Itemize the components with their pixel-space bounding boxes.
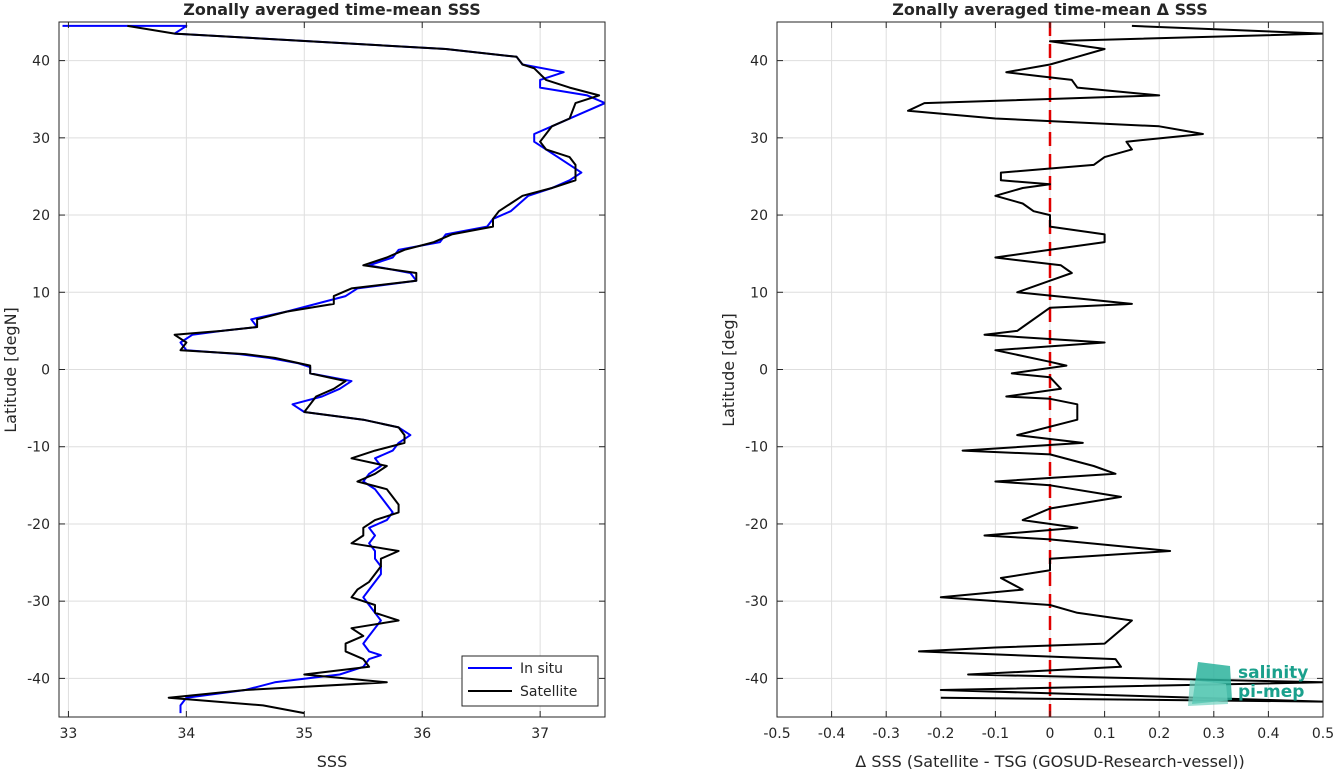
- right-panel: -0.5 -0.4 -0.3 -0.2 -0.1 0 0.1 0.2 0.3 0.4 0.5 -40 -…: [719, 0, 1334, 769]
- left-x-tick-label: 35: [295, 726, 313, 742]
- logo-line1: salinity: [1238, 663, 1308, 683]
- right-y-tick-label: -20: [745, 517, 768, 533]
- right-x-tick-label: 0.4: [1257, 726, 1279, 742]
- logo-line2: pi-mep: [1238, 682, 1304, 702]
- left-x-tick-label: 34: [177, 726, 195, 742]
- right-x-axis-label: Δ SSS (Satellite - TSG (GOSUD-Research-v…: [855, 752, 1244, 769]
- right-y-tick-label: 10: [750, 285, 768, 301]
- legend: In situ Satellite: [461, 655, 599, 707]
- right-series-line-delta-sss: [907, 24, 1323, 703]
- right-x-tick-label: 0.5: [1312, 726, 1334, 742]
- left-plot-area: [62, 24, 605, 715]
- right-y-tick-label: 20: [750, 208, 768, 224]
- right-x-tick-label: -0.3: [873, 726, 900, 742]
- right-chart-title: Zonally averaged time-mean Δ SSS: [892, 0, 1208, 19]
- left-y-axis-label: Latitude [degN]: [1, 307, 20, 433]
- left-x-tick-label: 37: [531, 726, 549, 742]
- right-y-tick-label: -10: [745, 440, 768, 456]
- right-x-tick-label: 0: [1046, 726, 1055, 742]
- legend-box: [461, 655, 599, 707]
- right-x-tick-label: -0.5: [763, 726, 790, 742]
- right-y-tick-label: 40: [750, 54, 768, 70]
- left-y-tick-label: 30: [32, 131, 50, 147]
- left-x-axis-label: SSS: [317, 752, 347, 769]
- left-x-tick-label: 36: [413, 726, 431, 742]
- left-series-line-satellite: [127, 24, 601, 715]
- left-x-tick-label: 33: [60, 726, 78, 742]
- logo-wave-shade-icon: [1188, 680, 1228, 706]
- left-ticks: 33 34 35 36 37 -40 -30 -20 -10 0 10 20 30 40: [27, 22, 605, 742]
- left-y-tick-label: -40: [27, 671, 50, 687]
- left-y-tick-label: 20: [32, 208, 50, 224]
- left-panel: 33 34 35 36 37 -40 -30 -20 -10 0 10 20 30 40 Zonally …: [1, 0, 606, 769]
- right-y-tick-label: -30: [745, 594, 768, 610]
- right-x-tick-label: 0.1: [1093, 726, 1115, 742]
- salinity-pi-mep-logo: salinity pi-mep: [1188, 662, 1308, 706]
- right-x-tick-label: -0.2: [927, 726, 954, 742]
- left-y-tick-label: -30: [27, 594, 50, 610]
- right-y-axis-label: Latitude [deg]: [719, 313, 738, 427]
- right-x-tick-label: 0.3: [1203, 726, 1225, 742]
- legend-label-in-situ: In situ: [520, 661, 563, 677]
- right-y-tick-label: -40: [745, 671, 768, 687]
- left-chart-title: Zonally averaged time-mean SSS: [183, 0, 481, 19]
- right-y-tick-label: 0: [759, 363, 768, 379]
- left-y-tick-label: 0: [41, 363, 50, 379]
- right-x-tick-label: 0.2: [1148, 726, 1170, 742]
- right-x-tick-label: -0.1: [982, 726, 1009, 742]
- right-ticks: -0.5 -0.4 -0.3 -0.2 -0.1 0 0.1 0.2 0.3 0.4 0.5 -40 -…: [745, 22, 1334, 742]
- right-y-tick-label: 30: [750, 131, 768, 147]
- legend-label-satellite: Satellite: [520, 684, 577, 700]
- left-y-tick-label: -10: [27, 440, 50, 456]
- right-plot-area: [907, 22, 1323, 717]
- left-y-tick-label: -20: [27, 517, 50, 533]
- left-y-tick-label: 40: [32, 54, 50, 70]
- right-gridlines: [776, 22, 1324, 717]
- left-gridlines: [59, 22, 605, 717]
- right-x-tick-label: -0.4: [818, 726, 845, 742]
- left-y-tick-label: 10: [32, 285, 50, 301]
